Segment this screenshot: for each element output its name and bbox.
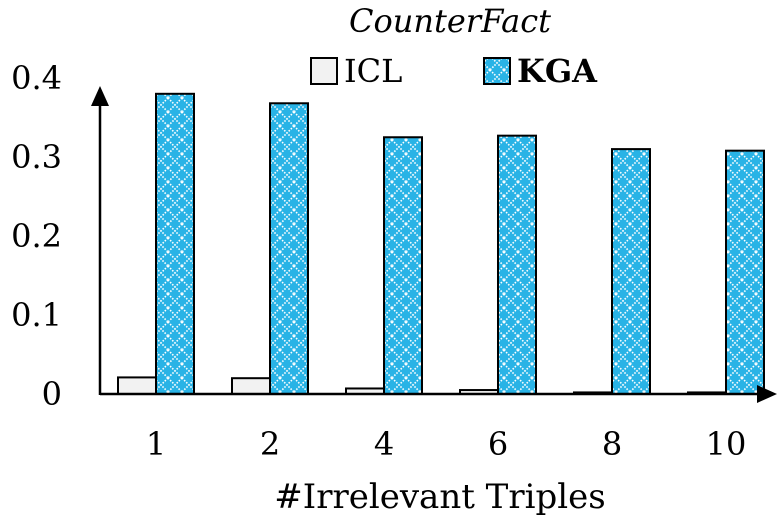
x-tick-label: 6: [488, 425, 508, 463]
x-tick-label: 10: [706, 425, 747, 463]
legend-label-kga: KGA: [517, 52, 598, 90]
x-tick-label: 2: [260, 425, 280, 463]
y-axis-ticks: 0 0.1 0.2 0.3 0.4: [11, 59, 62, 413]
x-axis-label: #Irrelevant Triples: [274, 477, 605, 517]
bar-kga-6: [497, 134, 537, 395]
bar-icl-1: [117, 376, 157, 396]
legend-swatch-icl: [310, 57, 338, 85]
bar-kga-10: [725, 149, 765, 395]
y-tick-label: 0.1: [11, 296, 62, 334]
x-tick-label: 1: [146, 425, 166, 463]
y-tick-label: 0.4: [11, 59, 62, 97]
x-tick-label: 8: [602, 425, 622, 463]
bar-icl-2: [231, 377, 271, 396]
y-tick-label: 0: [42, 375, 62, 413]
y-tick-label: 0.3: [11, 138, 62, 176]
bar-kga-2: [269, 102, 309, 395]
legend-swatch-kga: [483, 57, 511, 85]
x-axis-ticks: 1 2 4 6 8 10: [146, 425, 747, 463]
bars: [117, 92, 765, 396]
x-axis-arrowhead: [757, 385, 777, 403]
bar-kga-8: [611, 148, 651, 395]
legend-label-icl: ICL: [344, 52, 402, 90]
x-tick-label: 4: [374, 425, 394, 463]
bar-kga-1: [155, 92, 195, 396]
legend: ICL KGA: [310, 52, 598, 90]
bar-kga-4: [383, 136, 423, 395]
chart-title: CounterFact: [349, 2, 551, 40]
y-axis-arrowhead: [91, 86, 109, 106]
y-tick-label: 0.2: [11, 217, 62, 255]
